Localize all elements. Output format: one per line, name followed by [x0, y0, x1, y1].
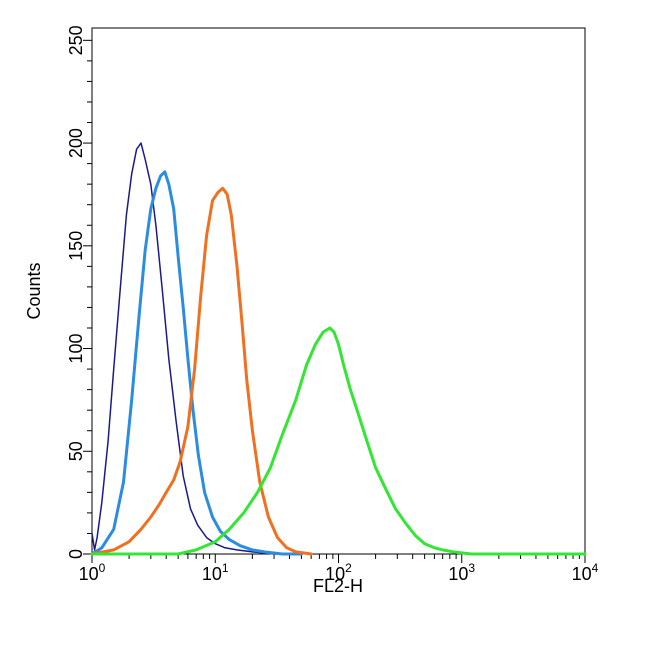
- y-tick-label: 200: [66, 128, 86, 158]
- y-tick-label: 100: [66, 334, 86, 364]
- x-tick-label: 102: [325, 561, 352, 584]
- series-line-2: [90, 170, 303, 556]
- series-line-3: [90, 186, 313, 556]
- plot-frame: [91, 27, 586, 555]
- x-tick-label: 100: [79, 561, 106, 584]
- series-line-1: [91, 142, 303, 555]
- y-tick-label: 0: [66, 549, 86, 559]
- y-tick-label: 50: [66, 441, 86, 461]
- y-tick-label: 250: [66, 25, 86, 55]
- x-axis-ticks: 100 101 102 103 104: [79, 554, 599, 584]
- x-tick-label: 103: [448, 561, 475, 584]
- series-group: [90, 142, 587, 556]
- x-tick-label: 104: [572, 561, 599, 584]
- y-axis-ticks: 0 50 100 150 200 250: [66, 25, 92, 559]
- series-line-4: [90, 326, 587, 556]
- x-axis-label: FL2-H: [313, 576, 363, 596]
- x-tick-label: 101: [202, 561, 229, 584]
- y-tick-label: 150: [66, 231, 86, 261]
- y-axis-label: Counts: [24, 262, 44, 319]
